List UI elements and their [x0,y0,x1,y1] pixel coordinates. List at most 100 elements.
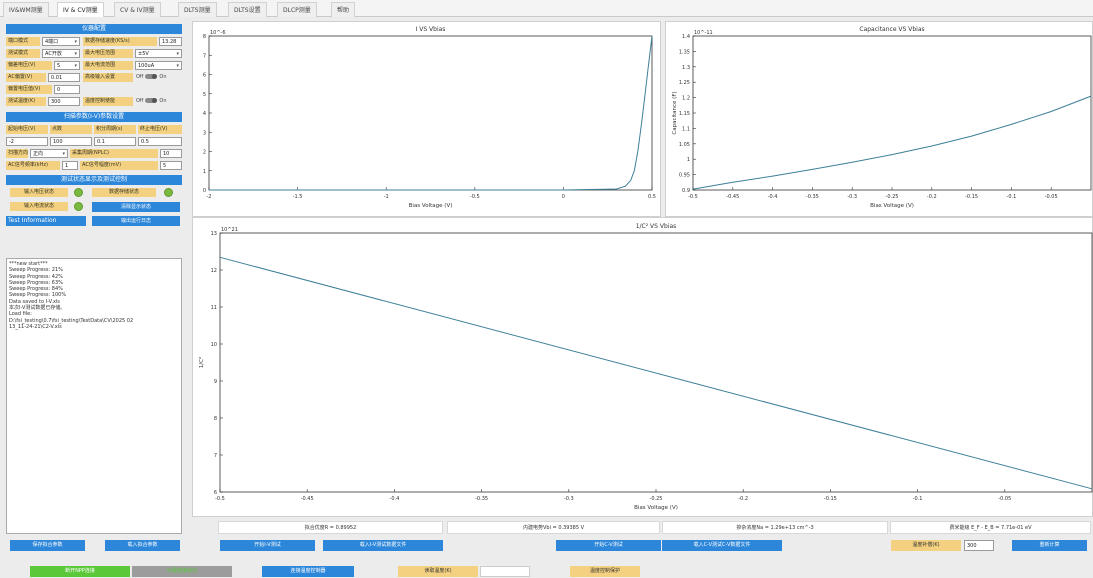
tab-iv-cv[interactable]: IV & CV测量 [57,2,104,17]
y-tick-label: 8 [203,34,206,40]
temp-control-toggle[interactable]: Off On [136,97,167,106]
y-tick-label: 4 [203,111,206,117]
cv-chart: Capacitance VS Vbias Bias Voltage (V) Capa… [672,26,1092,209]
test-mode-select[interactable]: AC开放 [42,49,80,58]
ac-amp-field[interactable]: 5 [160,161,182,170]
tab-help[interactable]: 帮助 [331,2,356,17]
y-tick-label: 1 [203,169,206,175]
y-tick-label: 1.15 [679,111,690,117]
temperature-readout [480,566,530,577]
recalculate-button[interactable]: 重新计算 [1012,540,1087,551]
cv-chart-panel: Capacitance VS Vbias Bias Voltage (V) Capa… [665,21,1093,217]
log-textarea[interactable]: ***new start*** Sweep Progress: 21% Swee… [6,258,182,534]
x-axis-label: Bias Voltage (V) [634,505,678,511]
read-temperature-label: 读取温度(K) [398,566,478,577]
x-axis-label: Bias Voltage (V) [870,203,914,209]
x-tick-label: -0.05 [1045,194,1058,200]
disconnect-npp-button[interactable]: 断开NPP连接 [30,566,130,577]
x-tick-label: -0.45 [301,496,314,502]
start-voltage-field[interactable]: -2 [6,137,48,146]
y-tick-label: 5 [203,92,206,98]
voltage-range-select[interactable]: ±5V [135,49,182,58]
toggle-off-label: Off [136,74,144,80]
tab-dlcp[interactable]: DLCP测量 [277,2,317,17]
current-range-select[interactable]: 100uA [135,61,182,70]
y-tick-label: 8 [214,416,217,422]
tab-dlts[interactable]: DLTS测量 [178,2,217,17]
y-tick-label: 1 [687,157,690,163]
y-tick-label: 1.35 [679,49,690,55]
sample-rate-field[interactable]: 13.28 [159,37,182,46]
plot-area [692,35,1092,191]
x-tick-label: 0 [562,194,565,200]
tab-bar: IV&WM测量 IV & CV测量 CV & IV测量 DLTS测量 DLTS设… [0,0,1093,17]
doping-concentration-result: 掺杂浓度Na = 1.29e+13 cm^-3 [662,521,888,534]
control-panel: 仪器配置 端口模式 4端口 数据存储速度(KS/s) 13.28 测试模式 AC… [6,22,182,537]
x-tick-label: -0.2 [927,194,937,200]
tab-ivwm[interactable]: IV&WM测量 [3,2,49,17]
sweep-header: 扫描参数(I-V)参数设置 [6,112,182,122]
y-tick-label: 11 [211,305,217,311]
x-tick-label: 0.5 [648,194,656,200]
voltage-range-label: 最大电压范围 [83,49,133,58]
input-current-led [74,202,83,211]
bias-voltage-label: 偏差电压(V) [6,61,52,70]
sweep-direction-label: 扫描方向 [6,149,28,158]
log-line: D:\fsi_testing\0.7\fsi_testing\TestData\… [9,317,134,324]
export-log-button[interactable]: 输出运行日志 [92,216,180,226]
load-iv-data-button[interactable]: 载入I-V测试数据文件 [323,540,443,551]
integration-field[interactable]: 0.1 [94,137,136,146]
x-tick-label: -0.35 [806,194,819,200]
connect-temp-controller-button[interactable]: 连接温度控制器 [262,566,354,577]
x-tick-label: -0.25 [886,194,899,200]
bias-voltage-select[interactable]: 5 [54,61,80,70]
temperature-field[interactable]: 300 [48,97,80,106]
y-axis-exponent: 10^-11 [694,30,713,36]
toggle-on-label: On [159,98,167,104]
y-axis-label: Current (A) [193,98,194,128]
start-cv-test-button[interactable]: 开始C-V测试 [556,540,661,551]
log-line: Sweep Progress: 21% [9,267,63,274]
stop-voltage-field[interactable]: 0.5 [138,137,182,146]
start-iv-test-button[interactable]: 开始I-V测试 [220,540,315,551]
points-field[interactable]: 100 [50,137,92,146]
log-line: Load file: [9,311,32,318]
log-line: ***new start*** [9,261,48,267]
x-tick-label: -0.4 [768,194,778,200]
y-tick-label: 9 [214,379,217,385]
test-mode-label: 测试模式 [6,49,40,58]
points-label: 点数 [50,125,92,134]
x-tick-label: -0.5 [688,194,698,200]
save-fit-params-button[interactable]: 保存拟合参数 [10,540,85,551]
toggle-switch[interactable] [145,98,158,103]
advanced-input-label: 高级输入设置 [83,73,133,82]
config-header: 仪器配置 [6,24,182,34]
nplc-field[interactable]: 10 [160,149,182,158]
clear-status-button[interactable]: 清除显示状态 [92,202,180,212]
log-line: Sweep Progress: 84% [9,286,63,293]
temp-control-label: 温度控制使能 [83,97,133,106]
data-storage-status-label: 数据存储状态 [92,188,156,197]
toggle-switch[interactable] [145,74,158,79]
data-series-line [209,35,653,191]
y-tick-label: 0 [203,188,206,194]
x-tick-label: -0.3 [847,194,857,200]
tab-cv-iv[interactable]: CV & IV测量 [114,2,161,17]
x-tick-label: -0.1 [913,496,923,502]
nplc-label: 采集周期(NPLC) [70,149,158,158]
plot-area [208,35,653,191]
bias-set-field[interactable]: 0 [54,85,80,94]
x-tick-label: -0.5 [470,194,480,200]
toggle-off-label: Off [136,98,144,104]
x-tick-label: -0.4 [390,496,400,502]
load-fit-params-button[interactable]: 载入拟合参数 [105,540,180,551]
ac-bias-field[interactable]: 0.01 [48,73,80,82]
port-mode-select[interactable]: 4端口 [42,37,80,46]
load-cv-data-button[interactable]: 载入C-V测试C-V数据文件 [662,540,782,551]
x-tick-label: -0.5 [215,496,225,502]
tab-dlts-settings[interactable]: DLTS设置 [228,2,267,17]
sweep-direction-select[interactable]: 正向 [30,149,68,158]
ac-freq-field[interactable]: 1 [62,161,78,170]
temp-comp-field[interactable]: 300 [964,540,994,551]
advanced-input-toggle[interactable]: Off On [136,73,167,82]
